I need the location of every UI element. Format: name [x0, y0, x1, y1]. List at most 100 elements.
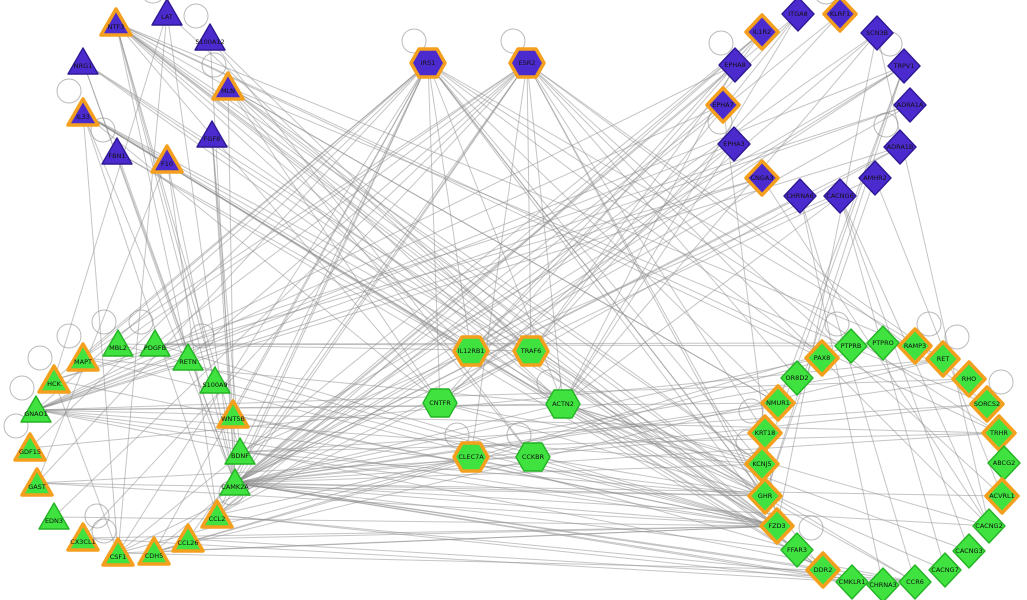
self-loop-IL33 [56, 78, 82, 104]
edge-IRS1-GDF15 [29, 62, 429, 449]
triangle-node-shape [211, 71, 245, 101]
diamond-node-shape [898, 564, 932, 600]
diamond-node-shape [780, 532, 814, 568]
triangle-node-shape [66, 522, 100, 552]
diamond-node-shape [780, 360, 814, 396]
edge-NTF3-ACTN2 [115, 22, 564, 405]
edge-CLEC7A-CSF1 [117, 456, 472, 554]
node-NMUR1[interactable]: NMUR1 [760, 384, 796, 422]
edge-CHRNA6-CHRNA3 [799, 195, 884, 586]
triangle-node-shape [20, 395, 52, 423]
diamond-node-shape [744, 13, 780, 51]
node-CNTFR[interactable]: CNTFR [422, 388, 458, 418]
node-ITGA8[interactable]: ITGA8 [781, 0, 815, 32]
node-CMKLR1[interactable]: CMKLR1 [835, 564, 869, 600]
edge-SCN3B-CACNG2 [876, 32, 990, 527]
node-TRAF6[interactable]: TRAF6 [512, 335, 550, 367]
node-TRPV1[interactable]: TRPV1 [887, 48, 921, 84]
node-ACTN2[interactable]: ACTN2 [545, 389, 581, 419]
node-CCR6[interactable]: CCR6 [898, 564, 932, 600]
self-loop-layer [3, 0, 1014, 544]
node-PTPRB[interactable]: PTPRB [834, 328, 868, 364]
edge-ACTN2-CACNG7 [562, 403, 946, 571]
edge-IRS1-IL12RB1 [427, 62, 472, 352]
edge-ESR2-GHR [526, 62, 766, 497]
node-CHRNA6[interactable]: CHRNA6 [783, 178, 817, 214]
edge-CACNG6-CACNG7 [839, 195, 946, 571]
edge-LAT-TRAF6 [166, 12, 532, 352]
edge-EPHA3-GNAO1 [35, 143, 735, 411]
node-NTF3[interactable]: NTF3 [99, 7, 133, 37]
diamond-node-shape [744, 445, 780, 483]
triangle-node-shape [99, 7, 133, 37]
node-S100A9[interactable]: S100A9 [199, 366, 231, 394]
edge-MLN-CNTFR [227, 86, 441, 404]
node-ACVRL1[interactable]: ACVRL1 [984, 477, 1020, 515]
edge-CAMK2A-SORCS2 [234, 403, 988, 484]
triangle-node-shape [172, 343, 204, 371]
self-loop-IRS1 [401, 28, 427, 54]
node-EPHA3[interactable]: EPHA3 [717, 126, 751, 162]
node-CHRNA3[interactable]: CHRNA3 [866, 567, 900, 600]
triangle-node-shape [200, 499, 234, 529]
node-CACNG3[interactable]: CACNG3 [952, 533, 986, 569]
edge-SCN3B-FZD3 [776, 32, 878, 527]
edge-TRPV1-GHR [764, 65, 905, 497]
node-FGF8[interactable]: FGF8 [196, 120, 228, 148]
hexagon-node-shape [409, 47, 447, 79]
node-DDR2[interactable]: DDR2 [805, 551, 841, 589]
node-IL12RB1[interactable]: IL12RB1 [452, 335, 490, 367]
node-CACNG7[interactable]: CACNG7 [928, 552, 962, 588]
edge-GNAO1-FZD3 [35, 409, 778, 527]
diamond-node-shape [823, 178, 857, 214]
diamond-node-shape [747, 414, 783, 452]
node-IRS1[interactable]: IRS1 [409, 47, 447, 79]
self-loop-CSF1 [91, 518, 117, 544]
self-loop-PDGFB [128, 309, 154, 335]
edge-MLN-NMUR1 [227, 86, 779, 404]
edge-ESR2-RETN [187, 62, 528, 359]
node-LAT[interactable]: LAT [151, 0, 183, 26]
node-F10[interactable]: F10 [150, 144, 184, 174]
node-ESR2[interactable]: ESR2 [508, 47, 546, 79]
edge-S100A12-TRAF6 [209, 37, 532, 352]
node-FFAR3[interactable]: FFAR3 [780, 532, 814, 568]
edge-CHRNA6-CCR6 [799, 195, 916, 583]
edge-IRS1-PAX8 [427, 62, 823, 359]
node-KRT18[interactable]: KRT18 [747, 414, 783, 452]
node-KCNJ5[interactable]: KCNJ5 [744, 445, 780, 483]
node-ABCG2[interactable]: ABCG2 [987, 445, 1021, 481]
edge-FZD3-CX3CL1 [82, 525, 778, 539]
self-loop-RETN [189, 323, 215, 349]
edge-FZD3-MBL2 [117, 343, 778, 527]
node-CLEC7A[interactable]: CLEC7A [452, 441, 490, 473]
edge-CACNG6-ACTN2 [562, 195, 841, 405]
self-loop-KLRF1 [816, 0, 836, 5]
self-loop-CLEC7A [444, 422, 470, 448]
edge-MLN-GHR [227, 86, 766, 497]
node-ADRA1B[interactable]: ADRA1B [883, 129, 917, 165]
edge-CAMK2A-CACNG2 [234, 482, 990, 527]
diamond-node-shape [858, 160, 892, 196]
node-CCL26[interactable]: CCL26 [171, 523, 205, 553]
edge-GNAO1-RHO [35, 378, 970, 411]
diamond-node-shape [834, 328, 868, 364]
self-loop-PTPRB [824, 311, 850, 337]
self-loop-GNAO1 [9, 375, 35, 401]
edge-MLN-ACTN2 [227, 86, 564, 405]
node-CCKBR[interactable]: CCKBR [515, 442, 551, 472]
edge-TRPV1-GNAO1 [35, 65, 905, 411]
diamond-node-shape [783, 178, 817, 214]
edge-ITGA8-CDH5 [153, 13, 799, 553]
hexagon-node-shape [452, 335, 490, 367]
edge-NRG1-RETN [82, 61, 189, 359]
edge-CAMK2A-NMUR1 [234, 402, 779, 484]
node-ADRA1A[interactable]: ADRA1A [893, 87, 927, 123]
self-loop-RET [944, 324, 970, 350]
edge-GNAO1-TRHR [35, 409, 1000, 434]
edge-IRS1-BDNF [239, 62, 429, 453]
node-SCN3B[interactable]: SCN3B [860, 15, 894, 51]
edge-FZD3-BDNF [239, 451, 778, 527]
node-NRG1[interactable]: NRG1 [67, 47, 99, 75]
